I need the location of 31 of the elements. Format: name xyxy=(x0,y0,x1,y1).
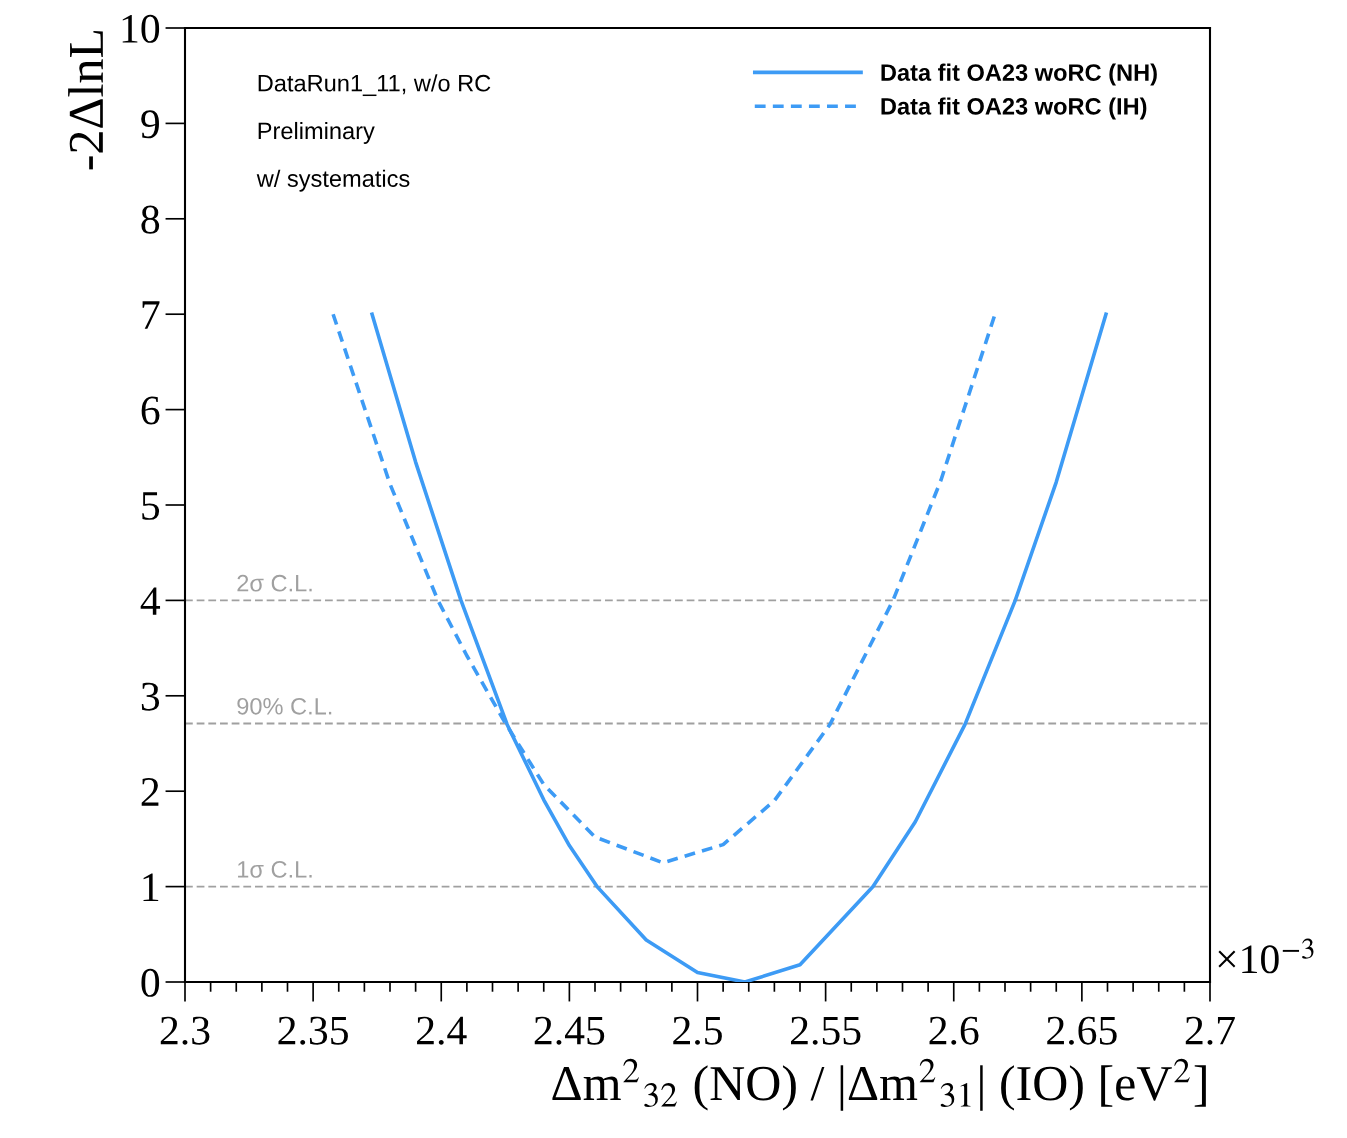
y-tick-label: 1 xyxy=(143,873,159,902)
y-tick-label: 6 xyxy=(141,396,160,425)
y-tick-label: 10 xyxy=(122,14,160,43)
text: Δm$^{2}$$_{32}$ (NO) / |Δm$^{2}$$_{31}$| (IO) [eV$^{2}$] xyxy=(552,1058,1206,1111)
x-tick-label: 2.4 xyxy=(417,1016,467,1045)
y-tick-label: 2 xyxy=(141,778,159,806)
x-tick-label: 2.3 xyxy=(160,1016,210,1045)
x-tick-label: 2.45 xyxy=(534,1016,605,1045)
x-tick-label: 2.6 xyxy=(929,1016,979,1045)
legend-label: Data fit OA23 woRC (NH) xyxy=(881,63,1157,86)
y-tick-label: 9 xyxy=(141,110,159,139)
ref-line-label: 2σ C.L. xyxy=(237,574,312,592)
annotation: Preliminary xyxy=(258,121,375,144)
y-tick-label: 7 xyxy=(142,301,160,329)
ref-line-label: 1σ C.L. xyxy=(238,861,312,878)
y-tick-label: 0 xyxy=(141,968,160,997)
x-tick-label: 2.55 xyxy=(791,1016,861,1045)
y-tick-label: 8 xyxy=(141,205,160,234)
legend-label: Data fit OA23 woRC (IH) xyxy=(881,97,1147,120)
x-tick-label: 2.65 xyxy=(1047,1016,1117,1045)
y-tick-label: 4 xyxy=(140,587,161,615)
text: ×10$^{−3}$ xyxy=(1218,938,1314,974)
annotation: DataRun1_11, w/o RC xyxy=(258,74,491,97)
ref-line-label: 90% C.L. xyxy=(237,697,332,715)
y-axis-title: -2ΔlnL xyxy=(68,31,103,170)
y-tick-label: 3 xyxy=(141,682,160,711)
annotation: w/ systematics xyxy=(256,169,410,192)
x-tick-label: 2.35 xyxy=(278,1016,348,1045)
y-tick-label: 5 xyxy=(142,492,160,520)
x-tick-label: 2.7 xyxy=(1185,1016,1235,1045)
x-tick-label: 2.5 xyxy=(673,1016,722,1045)
